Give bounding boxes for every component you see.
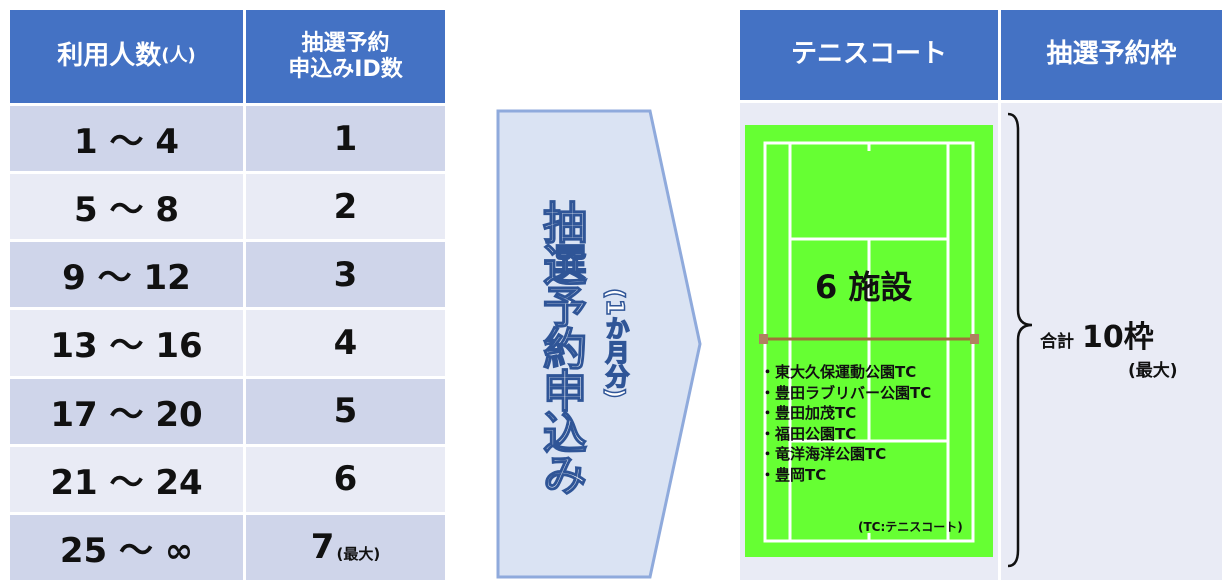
facility: ・豊田ラブリバー公園TC — [760, 383, 932, 402]
facility: ・東大久保運動公園TC — [760, 363, 917, 381]
brace — [1007, 112, 1033, 568]
total-value: 10枠 — [1082, 320, 1154, 355]
header-cell: 抽選予約枠 — [1001, 10, 1222, 100]
id-count: 6 — [333, 459, 358, 500]
facility-list: ・東大久保運動公園TC ・豊田ラブリバー公園TC ・豊田加茂TC ・福田公園TC ・竜洋… — [760, 362, 931, 485]
header-cell: 抽選予約 申込みID数 — [246, 10, 445, 103]
arrow — [496, 109, 702, 579]
arrow-label: 抽選予約申込み — [534, 199, 587, 495]
total-prefix: 合計 — [1040, 332, 1074, 352]
header-unit: (人) — [161, 45, 196, 67]
range-cell: 1 ～ 4 — [10, 106, 243, 172]
facility-count: 6 施設 — [815, 268, 913, 306]
id-count: 4 — [333, 322, 358, 363]
arrow-shape — [496, 109, 702, 579]
court — [745, 125, 993, 557]
facility-note: (TC:テニスコート) — [858, 520, 963, 534]
id-count: 5 — [333, 391, 358, 432]
range-cell: 5 ～ 8 — [10, 174, 243, 240]
cell-bg — [1001, 103, 1222, 580]
facility: ・豊岡TC — [760, 465, 827, 484]
id-count-cell: 5 — [246, 378, 445, 444]
id-count-cell: 3 — [246, 242, 445, 308]
header-text: 抽選予約 — [301, 31, 390, 57]
facility: ・竜洋海洋公園TC — [760, 445, 887, 463]
facility: ・豊田加茂TC — [760, 404, 857, 422]
range-cell: 25 ～ ∞ — [10, 514, 243, 580]
net-post — [759, 334, 768, 344]
id-count-cell: 6 — [246, 446, 445, 512]
range-cell: 9 ～ 12 — [10, 242, 243, 308]
header-cell: テニスコート — [740, 10, 998, 100]
max-note: (最大) — [336, 544, 381, 563]
id-count-cell: 1 — [246, 106, 445, 172]
total-note: (最大) — [1128, 361, 1178, 381]
range-cell: 13 ～ 16 — [10, 310, 243, 376]
id-count: 1 — [333, 118, 358, 159]
header-cell: 利用人数 (人) — [10, 10, 243, 103]
range-cell: 17 ～ 20 — [10, 378, 243, 444]
id-count: 7 — [310, 527, 335, 568]
id-count: 3 — [333, 254, 358, 295]
header-text: 利用人数 — [57, 40, 162, 71]
net-post — [970, 334, 979, 344]
id-count: 2 — [333, 186, 358, 227]
range-cell: 21 ～ 24 — [10, 446, 243, 512]
arrow-sub-label: (1か月分) — [600, 287, 630, 399]
total: 合計 10枠 — [1040, 312, 1154, 356]
id-count-cell: 4 — [246, 310, 445, 376]
id-count-cell: 2 — [246, 174, 445, 240]
facility: ・福田公園TC — [760, 424, 857, 443]
header-text: 申込みID数 — [288, 56, 403, 82]
id-count-cell: 7 (最大) — [246, 514, 445, 580]
